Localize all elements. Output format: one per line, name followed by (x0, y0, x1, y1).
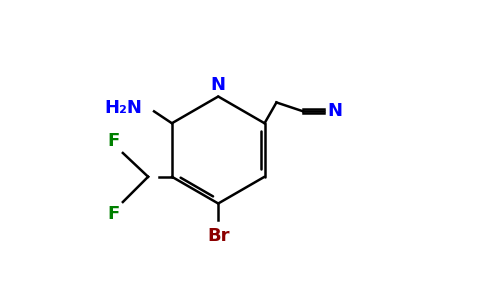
Text: Br: Br (207, 227, 229, 245)
Text: N: N (211, 76, 226, 94)
Text: N: N (327, 102, 342, 120)
Text: F: F (107, 132, 120, 150)
Text: H₂N: H₂N (104, 99, 142, 117)
Text: F: F (107, 205, 120, 223)
